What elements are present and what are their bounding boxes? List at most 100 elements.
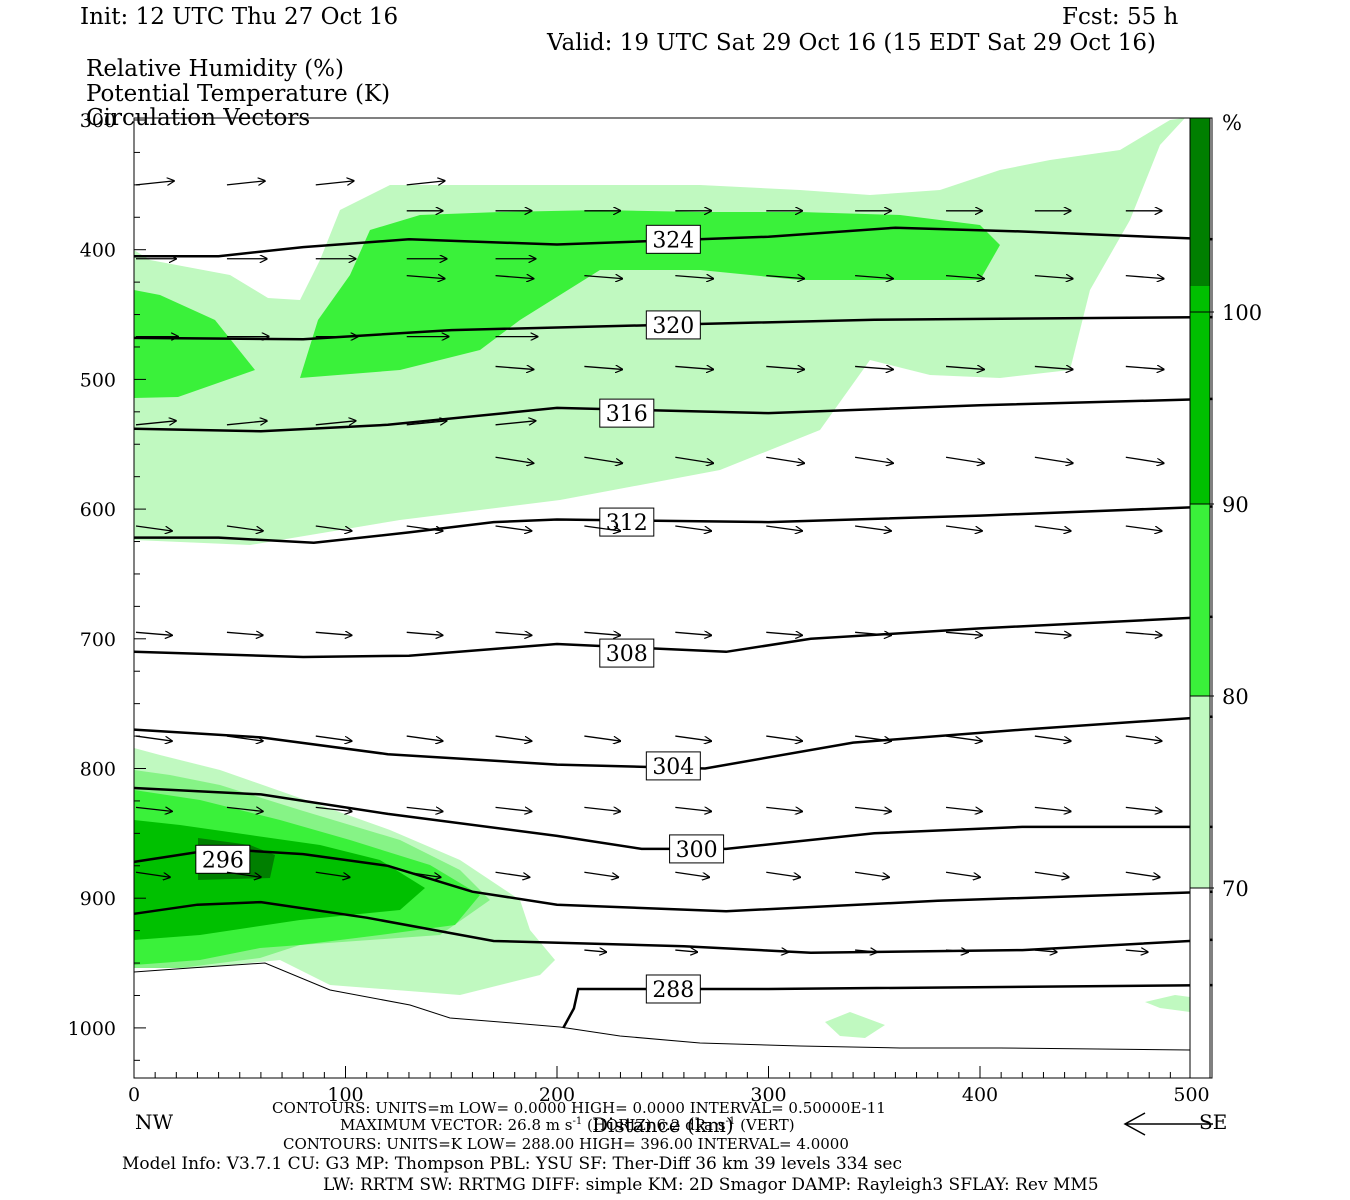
circulation-vector-93 — [495, 807, 532, 811]
circulation-vector-21 — [675, 276, 713, 279]
max-vector-unit-sup-2: -1 — [725, 1116, 736, 1127]
footer-contours-m: CONTOURS: UNITS=m LOW= 0.0000 HIGH= 0.00… — [272, 1099, 886, 1117]
circulation-vector-103 — [315, 871, 350, 877]
circulation-vector-92 — [406, 807, 443, 811]
circulation-vector-47 — [675, 456, 713, 463]
circulation-vector-106 — [584, 871, 618, 877]
footer-model-info: Model Info: V3.7.1 CU: G3 MP: Thompson P… — [122, 1154, 903, 1174]
theta-label-box-296 — [195, 844, 251, 874]
theta-label-box-312 — [599, 507, 655, 537]
circulation-vector-71 — [675, 632, 711, 635]
circulation-vector-68 — [406, 632, 443, 635]
theta-contour-312 — [134, 505, 1213, 545]
valid-time: Valid: 19 UTC Sat 29 Oct 16 (15 EDT Sat … — [547, 30, 1156, 56]
circulation-vector-51 — [1034, 456, 1073, 463]
terrain-outline — [133, 962, 1191, 1051]
circulation-vector-95 — [675, 807, 711, 811]
circulation-vector-41 — [226, 421, 267, 425]
nw-label: NW — [135, 1110, 174, 1134]
circulation-vector-19 — [495, 276, 534, 279]
circulation-vector-111 — [1034, 871, 1069, 877]
circulation-vector-115 — [766, 950, 788, 952]
circulation-vector-32 — [495, 366, 534, 369]
forecast-hour: Fcst: 55 h — [1062, 4, 1179, 30]
theta-label-box-316 — [599, 398, 655, 428]
circulation-vector-0 — [135, 181, 174, 185]
circulation-vector-90 — [226, 807, 263, 811]
circulation-vector-57 — [495, 525, 532, 531]
circulation-vector-104 — [406, 871, 441, 877]
circulation-vector-62 — [945, 525, 982, 531]
circulation-vector-56 — [406, 525, 443, 531]
circulation-vector-77 — [135, 735, 172, 741]
rh-colorbar: 70 80 90 100% — [1189, 111, 1262, 1079]
footer-max-vector: MAXIMUM VECTOR: 26.8 m s-1 (HORIZ) 6.2 d… — [340, 1116, 795, 1134]
circulation-vector-48 — [766, 456, 804, 463]
circulation-vector-33 — [584, 366, 622, 369]
circulation-vector-38 — [1034, 366, 1073, 369]
colorbar-band-mid — [1190, 504, 1210, 696]
circulation-vector-116 — [855, 950, 877, 952]
rh-region-right-patch — [1145, 995, 1190, 1012]
circulation-vector-100 — [1125, 807, 1162, 811]
circulation-vector-102 — [226, 871, 261, 877]
colorbar-band-dark — [1190, 286, 1210, 504]
circulation-vector-46 — [584, 456, 622, 463]
theta-contour-304 — [133, 715, 1213, 770]
theta-label-box-300 — [669, 834, 725, 864]
colorbar-label-70: 70 — [1222, 877, 1249, 901]
circulation-vector-114 — [675, 950, 697, 952]
circulation-vector-23 — [855, 276, 893, 279]
y-tick-label-1000: 1000 — [68, 1018, 116, 1040]
circulation-vector-72 — [766, 632, 802, 635]
circulation-vector-22 — [766, 276, 804, 279]
section-direction-arrow — [1123, 1112, 1213, 1136]
circulation-vector-67 — [315, 632, 352, 635]
colorbar-band-light — [1190, 696, 1210, 888]
circulation-vector-55 — [315, 525, 352, 531]
circulation-vector-96 — [766, 807, 802, 811]
circulation-vector-75 — [1034, 632, 1071, 635]
y-tick-label-600: 600 — [80, 499, 116, 521]
y-tick-label-900: 900 — [80, 888, 116, 910]
theta-label-box-324 — [645, 224, 701, 254]
circulation-vector-24 — [945, 276, 984, 279]
circulation-vector-35 — [766, 366, 804, 369]
theta-label-box-288 — [645, 974, 701, 1004]
circulation-vector-18 — [406, 276, 445, 279]
circulation-vector-64 — [1125, 525, 1162, 531]
x-tick-label-0: 0 — [128, 1084, 140, 1106]
circulation-vector-43 — [406, 421, 447, 425]
circulation-vector-112 — [1125, 871, 1160, 877]
rh-region-upper-mid — [134, 290, 255, 398]
circulation-vector-88 — [1125, 735, 1162, 741]
theta-contour-288 — [562, 983, 1213, 1029]
theta-label-box-308 — [599, 638, 655, 668]
theta-contours: 324 320 316 312 308 304 300 296 288 — [133, 224, 1213, 1029]
x-tick-label-200: 200 — [539, 1084, 575, 1106]
circulation-vector-54 — [226, 525, 263, 531]
circulation-vector-89 — [135, 807, 172, 811]
theta-contour-316 — [133, 397, 1213, 433]
circulation-vector-42 — [315, 421, 356, 425]
theta-label-316: 316 — [606, 402, 648, 427]
circulation-vector-58 — [584, 525, 620, 531]
circulation-vector-99 — [1034, 807, 1071, 811]
circulation-vector-98 — [945, 807, 982, 811]
y-tick-label-800: 800 — [80, 759, 116, 781]
x-tick-label-300: 300 — [750, 1084, 786, 1106]
theta-label-288: 288 — [652, 978, 694, 1003]
circulation-vector-40 — [135, 421, 176, 425]
plot-frame — [133, 117, 1213, 1079]
field-title-theta: Potential Temperature (K) — [86, 81, 391, 107]
rh-region-upper-mid-2 — [300, 210, 1000, 378]
circulation-vector-1 — [226, 181, 265, 185]
distance-axis: 0 100 200 300 400 500 — [128, 1066, 1210, 1106]
circulation-vector-83 — [675, 735, 711, 741]
circulation-vector-91 — [315, 807, 352, 811]
circulation-vector-74 — [945, 632, 982, 635]
x-tick-label-100: 100 — [327, 1084, 363, 1106]
circulation-vector-81 — [495, 735, 532, 741]
footer-physics: LW: RRTM SW: RRTMG DIFF: simple KM: 2D S… — [323, 1175, 1099, 1195]
